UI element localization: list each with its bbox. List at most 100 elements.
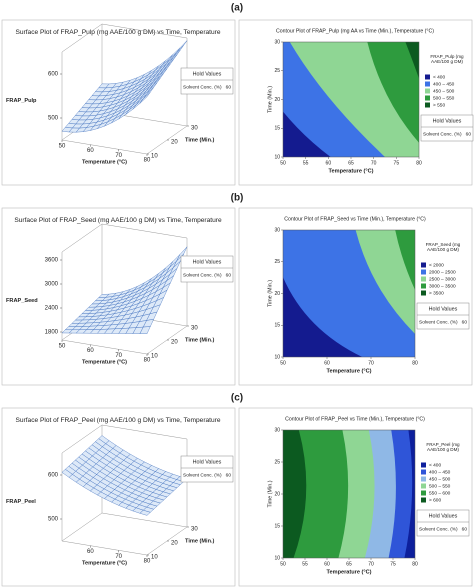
hold-name: Solvent Conc. (%) <box>183 272 222 278</box>
legend-swatch <box>421 262 426 268</box>
z-tick-label: 2400 <box>45 306 59 312</box>
z-tick-label: 500 <box>48 517 59 523</box>
y-tick-label: 25 <box>274 259 280 265</box>
hold-title: Hold Values <box>429 306 458 312</box>
surface-box-edge <box>61 223 103 253</box>
legend-swatch <box>425 74 430 80</box>
z-tick-label: 3600 <box>45 258 59 264</box>
x-axis-label: Temperature (°C) <box>326 569 371 575</box>
x-axis-label: Temperature (°C) <box>82 560 127 566</box>
y-tick-label: 20 <box>171 140 178 146</box>
x-tick-label: 65 <box>348 160 354 166</box>
legend-title: FRAP_Pulp (mg AAE/100 g DM) <box>430 54 464 65</box>
y-tick-label: 30 <box>191 527 198 533</box>
x-tick-label: 50 <box>280 360 286 366</box>
y-tick-label: 15 <box>274 323 280 329</box>
hold-title: Hold Values <box>193 71 222 77</box>
legend-swatch <box>425 102 430 108</box>
legend-label: 2000 – 2500 <box>429 269 456 275</box>
panel-label: (b) <box>231 193 244 204</box>
surface-box-edge <box>61 512 103 542</box>
y-tick-label: 15 <box>274 126 280 132</box>
legend-swatch <box>421 476 426 482</box>
y-tick-label: 20 <box>274 491 280 497</box>
legend-swatch <box>421 490 426 496</box>
y-tick-label: 30 <box>191 126 198 132</box>
x-tick-label: 60 <box>87 348 94 354</box>
x-tick-label: 80 <box>144 158 151 164</box>
legend-label: 2500 – 3000 <box>429 276 456 282</box>
surface-cell <box>139 326 151 334</box>
x-tick-label: 60 <box>87 549 94 555</box>
x-tick-label: 50 <box>59 344 66 350</box>
hold-title: Hold Values <box>433 118 462 124</box>
hold-name: Solvent Conc. (%) <box>419 319 458 325</box>
surface-box-edge <box>101 512 188 528</box>
legend-label: 550 – 600 <box>429 490 451 496</box>
hold-box <box>180 455 234 483</box>
y-tick-label: 30 <box>274 227 280 233</box>
surface-cell <box>139 510 151 516</box>
x-axis-label: Temperature (°C) <box>328 168 373 174</box>
hold-name: Solvent Conc. (%) <box>183 84 222 90</box>
hold-value: 60 <box>466 131 472 137</box>
x-tick-label: 70 <box>115 353 122 359</box>
z-tick-label: 600 <box>48 473 59 479</box>
legend-label: 3000 – 3500 <box>429 283 456 289</box>
legend-swatch <box>421 283 426 289</box>
legend-label: 450 – 500 <box>433 88 455 94</box>
x-tick-label: 80 <box>412 360 418 366</box>
surface-box-edge <box>61 139 148 155</box>
y-tick-label: 25 <box>274 459 280 465</box>
legend-swatch <box>421 269 426 275</box>
legend-swatch <box>421 290 426 296</box>
hold-name: Solvent Conc. (%) <box>419 526 458 532</box>
surface-title: Surface Plot of FRAP_Pulp (mg AAE/100 g … <box>15 29 220 36</box>
z-tick-label: 3000 <box>45 282 59 288</box>
hold-title: Hold Values <box>429 513 458 519</box>
x-tick-label: 65 <box>346 561 352 567</box>
legend-label: 400 – 450 <box>433 81 455 87</box>
surface-box-edge <box>101 424 188 440</box>
y-tick-label: 20 <box>171 340 178 346</box>
hold-value: 60 <box>226 272 232 278</box>
contour-title: Contour Plot of FRAP_Seed vs Time (Min.)… <box>284 216 426 222</box>
x-tick-label: 50 <box>280 160 286 166</box>
x-tick-label: 75 <box>390 561 396 567</box>
contour-regions <box>283 430 415 558</box>
surface-cell <box>139 91 151 104</box>
x-axis-label: Temperature (°C) <box>326 368 371 374</box>
hold-box <box>180 255 234 283</box>
x-axis-label: Temperature (°C) <box>82 159 127 165</box>
surface-box-edge <box>61 23 103 53</box>
y-tick-label: 10 <box>151 354 158 360</box>
legend-title-box: FRAP_Peel (mg AAE/100 g DM) <box>426 442 459 452</box>
y-axis-label: Time (Min.) <box>267 480 273 507</box>
y-tick-label: 20 <box>171 541 178 547</box>
y-tick-label: 30 <box>274 39 280 45</box>
y-tick-label: 20 <box>274 291 280 297</box>
legend-swatch <box>421 469 426 475</box>
x-tick-label: 55 <box>302 561 308 567</box>
x-tick-label: 55 <box>303 160 309 166</box>
legend-swatch <box>421 497 426 503</box>
x-tick-label: 75 <box>394 160 400 166</box>
y-axis-label: Time (Min.) <box>185 538 215 544</box>
z-tick-label: 600 <box>48 72 59 78</box>
legend-label: 400 – 450 <box>429 469 451 475</box>
contour-region <box>283 42 385 157</box>
x-tick-label: 70 <box>115 554 122 560</box>
y-tick-label: 30 <box>191 326 198 332</box>
hold-value: 60 <box>226 84 232 90</box>
z-tick-label: 1800 <box>45 330 59 336</box>
legend-swatch <box>421 483 426 489</box>
hold-value: 60 <box>226 472 232 478</box>
y-tick-label: 10 <box>151 555 158 561</box>
x-tick-label: 60 <box>324 360 330 366</box>
contour-region <box>283 430 307 558</box>
legend-label: > 600 <box>429 497 441 503</box>
hold-box <box>420 114 474 142</box>
x-axis-label: Temperature (°C) <box>82 359 127 365</box>
z-axis-label: FRAP_Peel <box>6 499 36 505</box>
